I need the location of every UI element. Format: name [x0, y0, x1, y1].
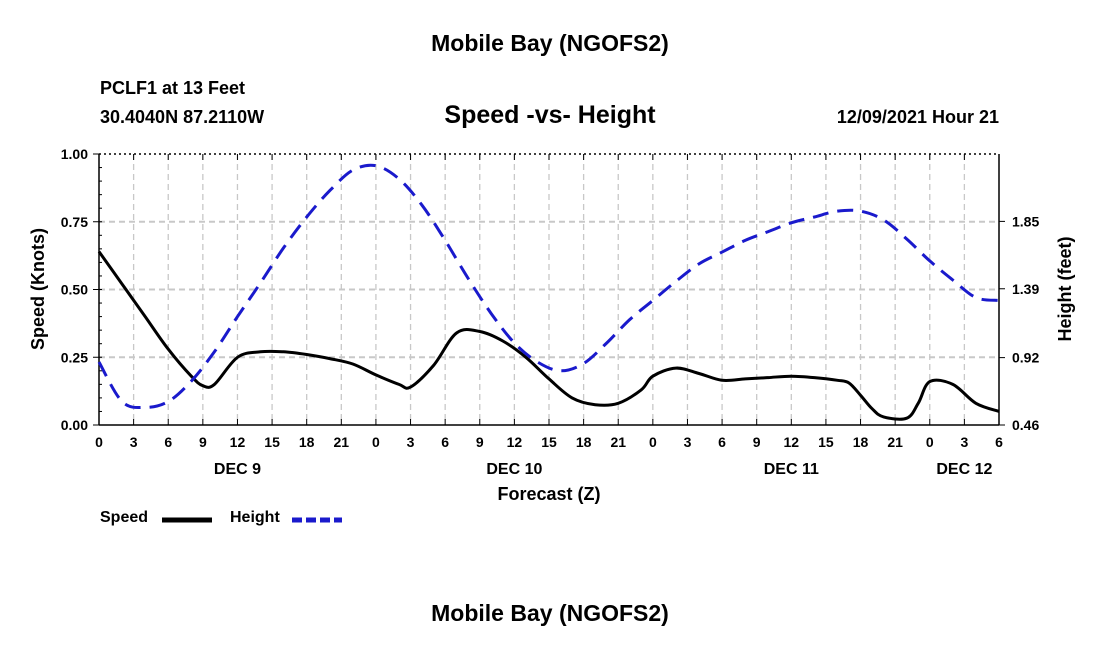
y-left-tick-label: 0.75: [61, 214, 88, 230]
legend-speed-label: Speed: [100, 509, 149, 526]
y-right-axis-title: Height (feet): [1055, 237, 1075, 342]
x-tick-label: 0: [372, 434, 380, 450]
x-tick-label: 9: [753, 434, 761, 450]
x-tick-label: 18: [576, 434, 592, 450]
x-tick-label: 15: [264, 434, 280, 450]
y-left-axis-title: Speed (Knots): [28, 228, 48, 350]
x-tick-label: 6: [718, 434, 726, 450]
x-tick-label: 18: [853, 434, 869, 450]
x-tick-label: 12: [507, 434, 523, 450]
station-label: PCLF1 at 13 Feet: [100, 78, 246, 98]
main-title: Mobile Bay (NGOFS2): [431, 30, 669, 56]
x-tick-label: 3: [960, 434, 968, 450]
y-left-tick-label: 0.50: [61, 282, 88, 298]
y-right-tick-label: 1.85: [1012, 213, 1039, 229]
x-tick-label: 3: [684, 434, 692, 450]
day-label: DEC 11: [764, 461, 819, 478]
x-tick-label: 9: [476, 434, 484, 450]
y-left-tick-label: 0.25: [61, 349, 88, 365]
x-tick-label: 9: [199, 434, 207, 450]
footer-title: Mobile Bay (NGOFS2): [431, 600, 669, 626]
series-line-height: [97, 163, 1000, 410]
day-label: DEC 9: [214, 461, 261, 478]
series-layer: [97, 163, 1000, 421]
x-tick-label: 15: [541, 434, 557, 450]
x-tick-label: 0: [926, 434, 934, 450]
x-tick-label: 18: [299, 434, 315, 450]
y-right-tick-label: 0.92: [1012, 350, 1039, 366]
x-tick-label: 3: [407, 434, 415, 450]
legend-height-label: Height: [230, 509, 280, 526]
x-axis-title: Forecast (Z): [497, 484, 600, 504]
series-line-speed: [97, 250, 1000, 421]
chart-title: Speed -vs- Height: [444, 101, 656, 129]
y-left-tick-label: 1.00: [61, 146, 88, 162]
x-tick-label: 0: [95, 434, 103, 450]
y-right-tick-label: 0.46: [1012, 417, 1039, 433]
coordinates-label: 30.4040N 87.2110W: [100, 107, 265, 127]
x-tick-label: 21: [610, 434, 626, 450]
x-tick-label: 3: [130, 434, 138, 450]
x-tick-label: 15: [818, 434, 834, 450]
forecast-date-label: 12/09/2021 Hour 21: [836, 107, 999, 127]
x-tick-label: 0: [649, 434, 657, 450]
x-tick-label: 6: [441, 434, 449, 450]
labels-layer: 0 3 6 9 12 15 18 21 0 3 6 9 12 15 18 21 0 3 6 9 12 15 18 21 0 3 60…: [28, 146, 1075, 504]
x-tick-label: 21: [887, 434, 903, 450]
x-tick-label: 6: [164, 434, 172, 450]
x-tick-label: 12: [784, 434, 800, 450]
grid-layer: [99, 154, 999, 425]
x-tick-label: 6: [995, 434, 1003, 450]
x-tick-label: 21: [334, 434, 350, 450]
day-label: DEC 10: [486, 461, 542, 478]
x-tick-label: 12: [230, 434, 246, 450]
axes-layer: [93, 153, 1005, 426]
day-label: DEC 12: [936, 461, 992, 478]
y-left-tick-label: 0.00: [61, 417, 88, 433]
y-right-tick-label: 1.39: [1012, 281, 1039, 297]
